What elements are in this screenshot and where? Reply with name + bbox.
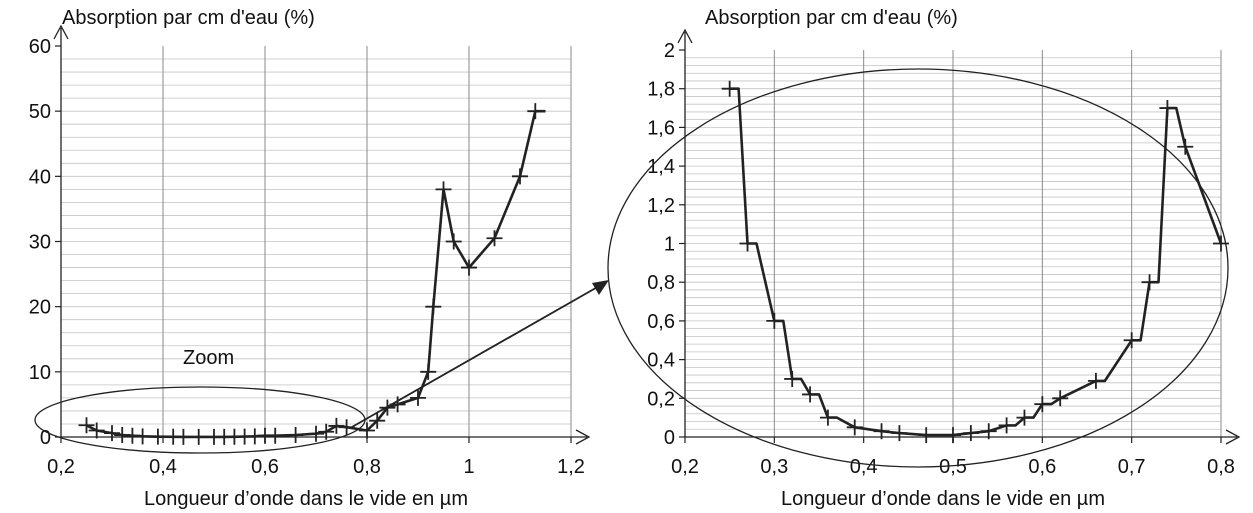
x-tick-label: 0,8	[353, 456, 381, 478]
x-tick-label: 0,2	[47, 456, 75, 478]
y-tick-label: 0,4	[647, 350, 675, 372]
y-tick-label: 10	[29, 362, 51, 384]
y-tick-label: 0	[664, 427, 675, 449]
y-tick-label: 0	[40, 427, 51, 449]
data-point-marker	[175, 428, 192, 445]
data-point-marker	[891, 425, 908, 442]
data-point-marker	[1087, 372, 1104, 389]
data-point-marker	[369, 412, 386, 429]
data-point-marker	[425, 298, 442, 315]
data-point-marker	[149, 428, 166, 445]
data-point-marker	[308, 425, 324, 442]
x-tick-label: 0,4	[850, 456, 878, 478]
x-tick-label: 0,5	[939, 456, 967, 478]
zoom-annotations: Zoom	[34, 68, 1229, 468]
x-axis-title: Longueur d’onde dans le vide en µm	[781, 488, 1105, 510]
data-point-marker	[410, 389, 426, 406]
data-point-marker	[328, 417, 345, 434]
y-tick-label: 40	[29, 166, 51, 188]
data-point-marker	[78, 417, 95, 434]
x-tick-label: 0,3	[760, 456, 788, 478]
y-tick-label: 0,6	[647, 311, 675, 333]
data-point-marker	[104, 425, 120, 442]
x-tick-label: 0,6	[1028, 456, 1056, 478]
x-tick-label: 0,8	[1207, 456, 1235, 478]
data-point-marker	[420, 363, 437, 380]
y-tick-label: 50	[29, 101, 51, 123]
data-point-marker	[512, 168, 528, 185]
data-point-marker	[802, 386, 819, 403]
y-tick-label: 60	[29, 36, 51, 58]
x-tick-label: 0,7	[1118, 456, 1146, 478]
data-point-marker	[134, 428, 151, 445]
data-point-marker	[766, 312, 783, 329]
data-point-marker	[962, 425, 979, 442]
zoom-arrow-head	[592, 280, 609, 295]
y-axis-arrow	[53, 24, 69, 40]
y-tick-label: 1,4	[647, 156, 675, 178]
data-point-marker	[980, 423, 997, 440]
x-axis-arrow	[1225, 429, 1241, 445]
data-point-marker	[338, 419, 355, 436]
data-point-marker	[318, 423, 335, 440]
x-axis-arrow	[575, 429, 591, 445]
data-point-marker	[1123, 332, 1140, 349]
data-point-marker	[721, 80, 738, 97]
y-tick-label: 30	[29, 232, 51, 254]
data-point-marker	[846, 419, 863, 436]
data-point-marker	[267, 427, 284, 444]
x-tick-label: 0,6	[251, 456, 279, 478]
y-tick-label: 1	[664, 234, 675, 256]
y-tick-label: 0,2	[647, 388, 675, 410]
data-point-marker	[287, 427, 304, 444]
data-point-marker	[739, 235, 756, 252]
data-point-marker	[359, 422, 375, 439]
x-tick-label: 0,2	[671, 456, 699, 478]
data-point-marker	[1016, 409, 1033, 426]
x-tick-label: 1	[463, 456, 474, 478]
data-point-marker	[527, 103, 544, 120]
data-point-marker	[445, 233, 462, 250]
y-axis-title: Absorption par cm d'eau (%)	[62, 7, 315, 29]
y-axis-title: Absorption par cm d'eau (%)	[705, 7, 958, 29]
data-point-marker	[945, 427, 961, 444]
y-tick-label: 0,8	[647, 272, 675, 294]
y-tick-label: 1,2	[647, 195, 675, 217]
series-line	[729, 87, 1223, 437]
data-point-marker	[1034, 396, 1051, 413]
data-point-marker	[435, 181, 452, 198]
x-axis-title: Longueur d’onde dans le vide en µm	[144, 488, 468, 510]
x-tick-label: 1,2	[557, 456, 585, 478]
data-point-marker	[486, 230, 503, 247]
data-point-marker	[784, 370, 801, 387]
data-point-marker	[998, 417, 1015, 434]
zoom-target-ellipse	[607, 68, 1229, 468]
zoom-arrow-line	[351, 284, 602, 428]
y-tick-label: 2	[664, 40, 675, 62]
data-point-marker	[461, 259, 477, 276]
x-tick-label: 0,4	[149, 456, 177, 478]
y-axis-arrow	[677, 28, 693, 44]
y-tick-label: 1,8	[647, 79, 675, 101]
data-point-marker	[88, 422, 105, 439]
data-point-marker	[190, 428, 207, 445]
chart-overview: 0 10 20 30 40 50 60 0,2 0,4 0,6 0,8 1 1,2 Absorption …	[29, 7, 591, 510]
data-point-marker	[819, 409, 836, 426]
data-point-marker	[1141, 274, 1158, 291]
zoom-region-ellipse	[34, 386, 366, 454]
data-point-marker	[1177, 138, 1194, 155]
data-point-marker	[1159, 100, 1176, 117]
data-point-marker	[1052, 390, 1069, 407]
chart-zoom: 0 0,2 0,4 0,6 0,8 1 1,2 1,4 1,6 1,8 2 0,2 0,3 0,4 0,5 0…	[647, 7, 1241, 510]
y-tick-label: 20	[29, 297, 51, 319]
data-point-marker	[918, 427, 935, 444]
y-tick-label: 1,6	[647, 117, 675, 139]
zoom-label: Zoom	[183, 347, 234, 369]
data-point-marker	[873, 423, 890, 440]
